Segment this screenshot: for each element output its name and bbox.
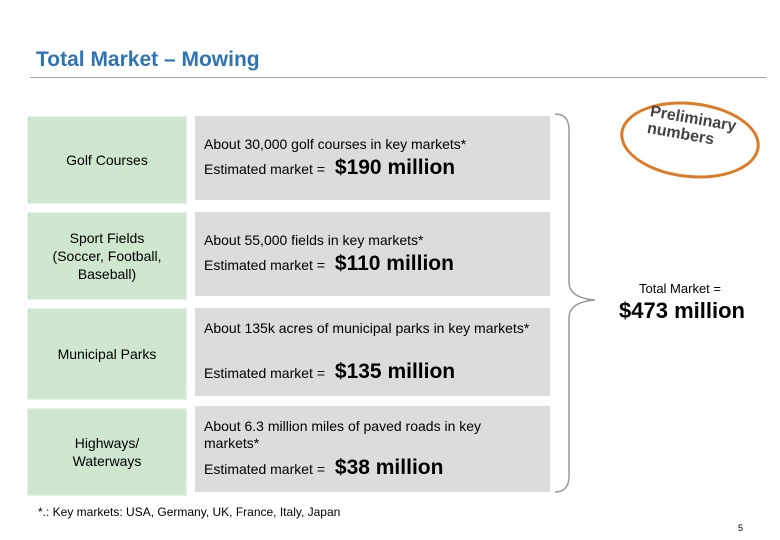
detail-sport-fields: About 55,000 fields in key markets* Esti… <box>195 212 550 296</box>
title-divider <box>30 77 766 78</box>
footnote: *.: Key markets: USA, Germany, UK, Franc… <box>38 505 341 519</box>
estimated-market: Estimated market = $110 million <box>204 252 454 276</box>
estimated-market: Estimated market = $190 million <box>204 156 455 180</box>
market-description: About 55,000 fields in key markets* <box>204 232 424 248</box>
estimate-value: $38 million <box>334 456 444 479</box>
estimate-label: Estimated market = <box>204 257 325 273</box>
category-golf-courses: Golf Courses <box>27 116 187 204</box>
market-description: About 30,000 golf courses in key markets… <box>204 136 467 152</box>
detail-highways-waterways: About 6.3 million miles of paved roads i… <box>195 406 550 492</box>
market-description: About 135k acres of municipal parks in k… <box>204 320 530 336</box>
detail-municipal-parks: About 135k acres of municipal parks in k… <box>195 308 550 396</box>
category-label: Golf Courses <box>66 152 148 168</box>
category-municipal-parks: Municipal Parks <box>27 308 187 400</box>
estimate-value: $110 million <box>334 252 454 275</box>
market-description: About 6.3 million miles of paved roads i… <box>204 418 482 451</box>
estimate-value: $135 million <box>334 360 456 383</box>
grouping-brace <box>554 113 596 493</box>
total-market-value: $473 million <box>619 298 745 323</box>
category-highways-waterways: Highways/ Waterways <box>27 408 187 496</box>
category-label: Highways/ Waterways <box>72 435 142 469</box>
estimate-label: Estimated market = <box>204 365 325 381</box>
estimated-market: Estimated market = $135 million <box>204 360 455 384</box>
estimated-market: Estimated market = $38 million <box>204 456 443 480</box>
category-label: Sport Fields (Soccer, Football, Baseball… <box>52 230 162 282</box>
estimate-value: $190 million <box>334 156 456 179</box>
page-number: 5 <box>738 523 744 533</box>
estimate-label: Estimated market = <box>204 161 325 177</box>
category-sport-fields: Sport Fields (Soccer, Football, Baseball… <box>27 212 187 300</box>
category-label: Municipal Parks <box>57 346 157 362</box>
estimate-label: Estimated market = <box>204 461 325 477</box>
total-market-label: Total Market = <box>638 281 721 296</box>
detail-golf-courses: About 30,000 golf courses in key markets… <box>195 116 550 200</box>
slide-title: Total Market – Mowing <box>36 48 260 71</box>
